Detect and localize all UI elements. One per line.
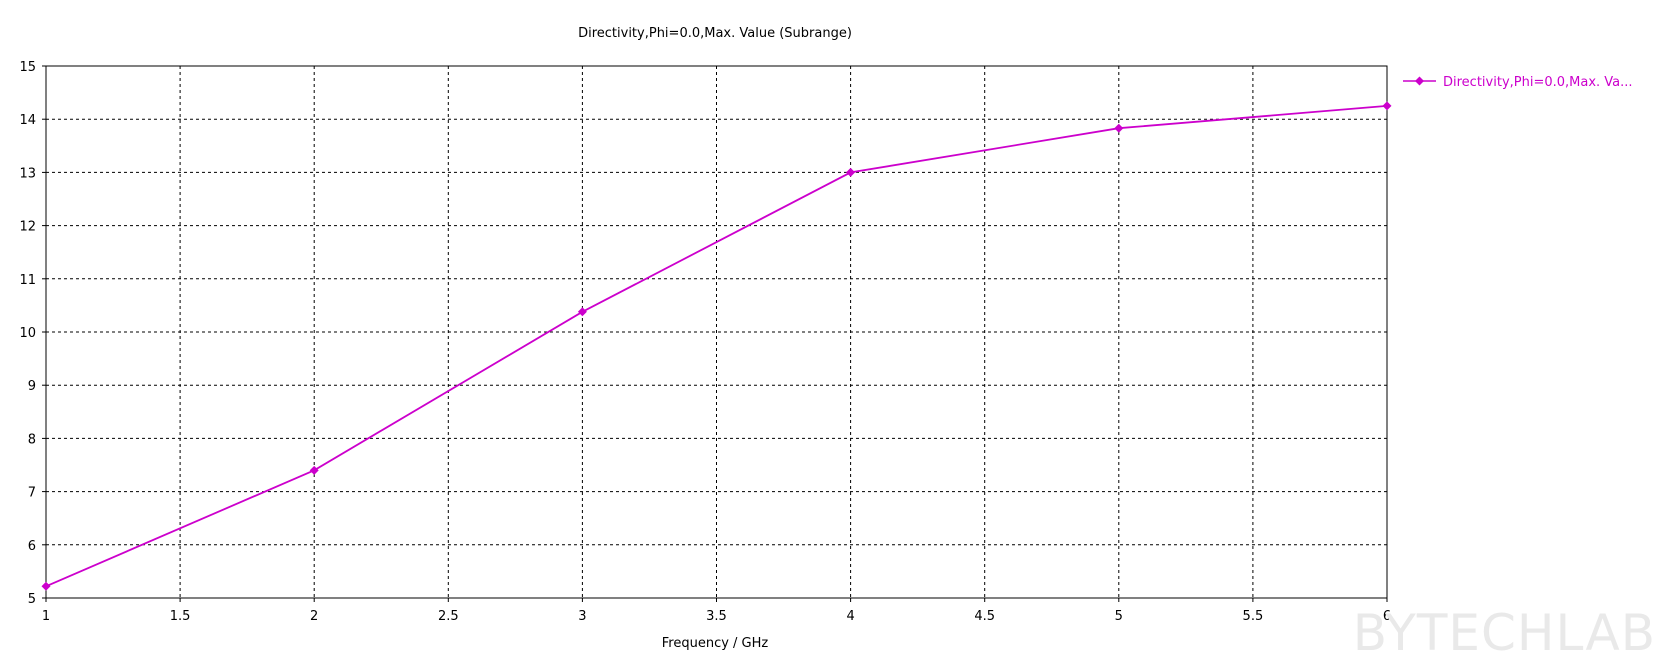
x-tick-label: 5 bbox=[1115, 609, 1123, 624]
x-axis-label: Frequency / GHz bbox=[662, 636, 769, 651]
x-tick-label: 1.5 bbox=[170, 609, 191, 624]
y-tick-label: 9 bbox=[28, 379, 36, 394]
legend-diamond-marker bbox=[1415, 76, 1424, 86]
y-tick-label: 12 bbox=[19, 220, 36, 235]
data-point-marker bbox=[309, 465, 319, 475]
x-tick-label: 5.5 bbox=[1243, 609, 1264, 624]
y-tick-label: 6 bbox=[28, 539, 36, 554]
y-tick-label: 10 bbox=[19, 326, 36, 341]
x-tick-label: 4.5 bbox=[974, 609, 995, 624]
x-tick-label: 2.5 bbox=[438, 609, 459, 624]
data-point-marker bbox=[1382, 101, 1392, 111]
chart-title: Directivity,Phi=0.0,Max. Value (Subrange… bbox=[578, 26, 852, 41]
y-tick-label: 5 bbox=[28, 592, 36, 607]
x-tick-label: 6 bbox=[1383, 609, 1391, 624]
y-axis-ticks: 5 6 7 8 9 10 11 12 13 14 15 bbox=[19, 60, 46, 607]
y-tick-label: 11 bbox=[19, 273, 36, 288]
x-tick-label: 4 bbox=[846, 609, 854, 624]
series-layer bbox=[41, 101, 1392, 591]
x-tick-label: 3 bbox=[578, 609, 586, 624]
x-tick-label: 1 bbox=[42, 609, 50, 624]
legend-series-label: Directivity,Phi=0.0,Max. Va... bbox=[1443, 75, 1633, 90]
x-axis-ticks: 1 1.5 2 2.5 3 3.5 4 4.5 5 5.5 6 bbox=[42, 598, 1391, 624]
data-point-marker bbox=[1114, 123, 1124, 133]
watermark-text: BYTECHLAB bbox=[1353, 604, 1656, 659]
x-tick-label: 3.5 bbox=[706, 609, 727, 624]
data-point-marker bbox=[41, 581, 51, 591]
y-tick-label: 7 bbox=[28, 486, 36, 501]
data-point-marker bbox=[577, 307, 587, 317]
data-point-marker bbox=[846, 167, 856, 177]
grid-lines bbox=[46, 66, 1387, 598]
y-tick-label: 14 bbox=[19, 113, 36, 128]
y-tick-label: 15 bbox=[19, 60, 36, 75]
legend[interactable]: Directivity,Phi=0.0,Max. Va... bbox=[1403, 75, 1633, 90]
y-tick-label: 8 bbox=[28, 432, 36, 447]
x-tick-label: 2 bbox=[310, 609, 318, 624]
y-tick-label: 13 bbox=[19, 166, 36, 181]
series-line bbox=[45, 105, 1388, 588]
